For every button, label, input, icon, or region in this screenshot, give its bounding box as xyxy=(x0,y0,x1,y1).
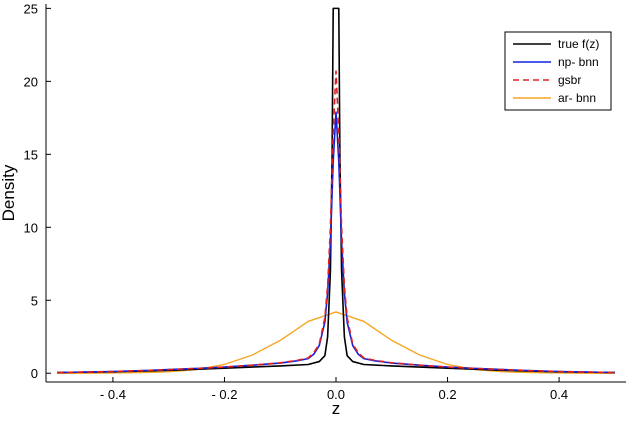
x-tick-label: 0.4 xyxy=(550,387,568,402)
y-tick-label: 25 xyxy=(24,1,38,16)
x-tick-label: 0.2 xyxy=(438,387,456,402)
x-tick-label: - 0.2 xyxy=(211,387,237,402)
x-tick-label: - 0.4 xyxy=(100,387,126,402)
y-tick-label: 10 xyxy=(24,220,38,235)
series-line-ar-bnn xyxy=(57,311,615,374)
y-tick-label: 0 xyxy=(31,366,38,381)
tick-layer: - 0.4 - 0.2 0.0 0.2 0.4 0 5 10 15 20 25 xyxy=(24,1,569,402)
legend: true f(z) np- bnn gsbr ar- bnn xyxy=(504,31,612,111)
series-line-np-bnn xyxy=(57,111,615,374)
legend-box xyxy=(504,31,612,111)
legend-label: gsbr xyxy=(558,73,581,87)
series-line-gsbr xyxy=(57,70,615,374)
y-tick-label: 5 xyxy=(31,293,38,308)
y-axis-label: Density xyxy=(0,164,18,221)
series-line-true-f-z xyxy=(57,7,615,374)
x-tick-label: 0.0 xyxy=(327,387,345,402)
legend-label: ar- bnn xyxy=(558,91,596,105)
y-tick-label: 15 xyxy=(24,147,38,162)
x-axis-label: z xyxy=(332,399,341,418)
y-tick-label: 20 xyxy=(24,74,38,89)
series-layer xyxy=(57,7,615,374)
legend-label: np- bnn xyxy=(558,55,599,69)
legend-label: true f(z) xyxy=(558,37,599,51)
